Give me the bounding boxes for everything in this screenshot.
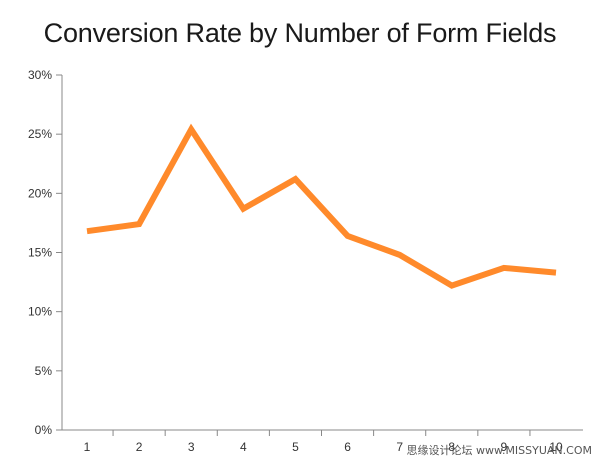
x-tick-label: 2 [136,440,143,454]
x-tick-label: 8 [448,440,455,454]
y-tick-label: 20% [28,186,52,200]
series-line [86,123,557,289]
x-tick-label: 4 [240,440,247,454]
y-tick-label: 25% [28,127,52,141]
x-axis-ticks: 1 2 3 4 5 6 7 8 9 10 [84,430,563,454]
x-tick-label: 10 [549,440,563,454]
x-tick-label: 7 [396,440,403,454]
y-tick-label: 10% [28,305,52,319]
y-tick-label: 5% [35,364,53,378]
x-tick-label: 9 [501,440,508,454]
chart-title: Conversion Rate by Number of Form Fields [43,18,557,48]
x-tick-label: 6 [344,440,351,454]
x-tick-label: 5 [292,440,299,454]
x-tick-label: 1 [84,440,91,454]
y-axis-ticks: 0% 5% 10% 15% 20% 25% 30% [28,68,62,437]
x-tick-label: 3 [188,440,195,454]
watermark-text: 思缘设计论坛 www.MISSYUAN.COM [406,444,592,457]
y-tick-label: 15% [28,246,52,260]
y-tick-label: 30% [28,68,52,82]
chart-series [86,123,557,289]
chart-axes [61,75,583,431]
y-tick-label: 0% [35,423,53,437]
